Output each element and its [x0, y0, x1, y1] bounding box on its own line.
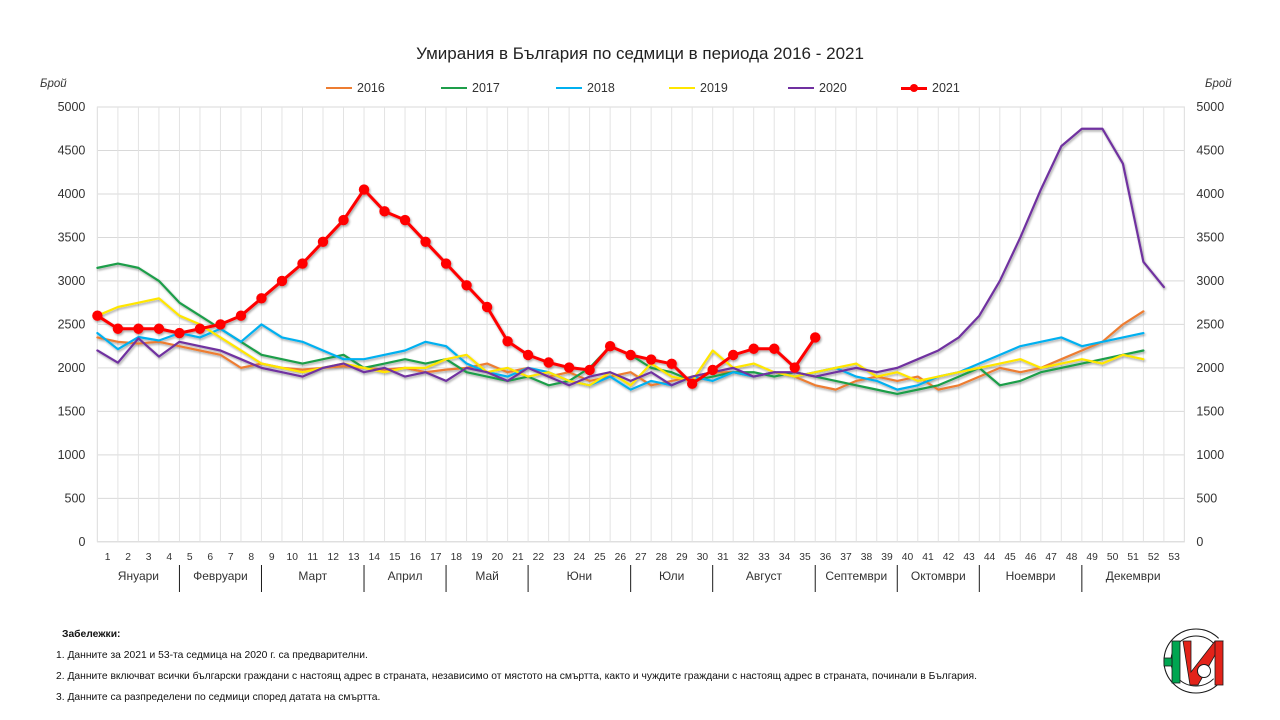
svg-text:5: 5	[187, 552, 193, 563]
svg-text:46: 46	[1025, 552, 1037, 563]
svg-text:29: 29	[676, 552, 688, 563]
svg-text:4500: 4500	[1196, 143, 1224, 157]
svg-text:3500: 3500	[1196, 230, 1224, 244]
svg-text:36: 36	[820, 552, 832, 563]
svg-text:53: 53	[1168, 552, 1180, 563]
svg-text:0: 0	[78, 535, 85, 549]
svg-text:500: 500	[1196, 491, 1217, 505]
svg-text:33: 33	[758, 552, 770, 563]
svg-text:27: 27	[635, 552, 647, 563]
svg-text:1500: 1500	[1196, 404, 1224, 418]
svg-text:2000: 2000	[58, 361, 86, 375]
svg-text:20: 20	[492, 552, 504, 563]
svg-text:51: 51	[1127, 552, 1139, 563]
svg-text:44: 44	[984, 552, 996, 563]
svg-text:Май: Май	[475, 569, 499, 583]
svg-text:41: 41	[922, 552, 934, 563]
svg-text:4500: 4500	[58, 143, 86, 157]
svg-text:3000: 3000	[1196, 274, 1224, 288]
svg-text:40: 40	[902, 552, 914, 563]
svg-text:2500: 2500	[58, 317, 86, 331]
svg-text:15: 15	[389, 552, 401, 563]
svg-text:13: 13	[348, 552, 360, 563]
svg-text:48: 48	[1066, 552, 1078, 563]
svg-text:Юли: Юли	[659, 569, 684, 583]
svg-text:35: 35	[799, 552, 811, 563]
svg-text:28: 28	[656, 552, 668, 563]
svg-text:4000: 4000	[58, 187, 86, 201]
svg-text:32: 32	[738, 552, 750, 563]
svg-text:3: 3	[146, 552, 152, 563]
svg-text:Януари: Януари	[118, 569, 159, 583]
svg-text:43: 43	[963, 552, 975, 563]
svg-text:21: 21	[512, 552, 524, 563]
svg-text:30: 30	[697, 552, 709, 563]
svg-text:16: 16	[410, 552, 422, 563]
svg-text:38: 38	[861, 552, 873, 563]
svg-text:34: 34	[779, 552, 791, 563]
svg-text:42: 42	[943, 552, 955, 563]
svg-text:3500: 3500	[58, 230, 86, 244]
svg-text:49: 49	[1086, 552, 1098, 563]
svg-text:17: 17	[430, 552, 442, 563]
svg-text:18: 18	[451, 552, 463, 563]
svg-text:12: 12	[328, 552, 340, 563]
svg-text:1500: 1500	[58, 404, 86, 418]
svg-text:8: 8	[248, 552, 254, 563]
svg-text:39: 39	[881, 552, 893, 563]
svg-text:9: 9	[269, 552, 275, 563]
svg-text:Март: Март	[298, 569, 327, 583]
svg-text:25: 25	[594, 552, 606, 563]
svg-text:Август: Август	[746, 569, 783, 583]
svg-text:22: 22	[533, 552, 545, 563]
svg-text:10: 10	[287, 552, 299, 563]
svg-text:45: 45	[1004, 552, 1016, 563]
svg-text:Април: Април	[388, 569, 423, 583]
svg-text:19: 19	[471, 552, 483, 563]
svg-text:1000: 1000	[58, 448, 86, 462]
svg-text:14: 14	[369, 552, 381, 563]
svg-text:26: 26	[615, 552, 627, 563]
svg-text:7: 7	[228, 552, 234, 563]
svg-text:4000: 4000	[1196, 187, 1224, 201]
svg-text:5000: 5000	[58, 100, 86, 114]
svg-text:3000: 3000	[58, 274, 86, 288]
svg-text:11: 11	[307, 552, 318, 563]
svg-text:Февруари: Февруари	[193, 569, 248, 583]
svg-text:0: 0	[1196, 535, 1203, 549]
svg-text:1000: 1000	[1196, 448, 1224, 462]
svg-text:Септември: Септември	[825, 569, 887, 583]
svg-text:37: 37	[840, 552, 852, 563]
svg-text:50: 50	[1107, 552, 1119, 563]
svg-text:Декември: Декември	[1106, 569, 1161, 583]
svg-text:31: 31	[717, 552, 729, 563]
svg-text:23: 23	[553, 552, 565, 563]
svg-text:4: 4	[166, 552, 172, 563]
svg-text:47: 47	[1045, 552, 1057, 563]
svg-text:52: 52	[1148, 552, 1160, 563]
svg-text:Юни: Юни	[567, 569, 592, 583]
svg-text:24: 24	[574, 552, 586, 563]
svg-text:6: 6	[207, 552, 213, 563]
svg-text:1: 1	[105, 552, 111, 563]
svg-text:2000: 2000	[1196, 361, 1224, 375]
svg-text:Октомври: Октомври	[911, 569, 966, 583]
svg-text:2: 2	[125, 552, 131, 563]
svg-text:2500: 2500	[1196, 317, 1224, 331]
svg-text:500: 500	[65, 491, 86, 505]
svg-text:5000: 5000	[1196, 100, 1224, 114]
svg-text:Ноември: Ноември	[1006, 569, 1056, 583]
